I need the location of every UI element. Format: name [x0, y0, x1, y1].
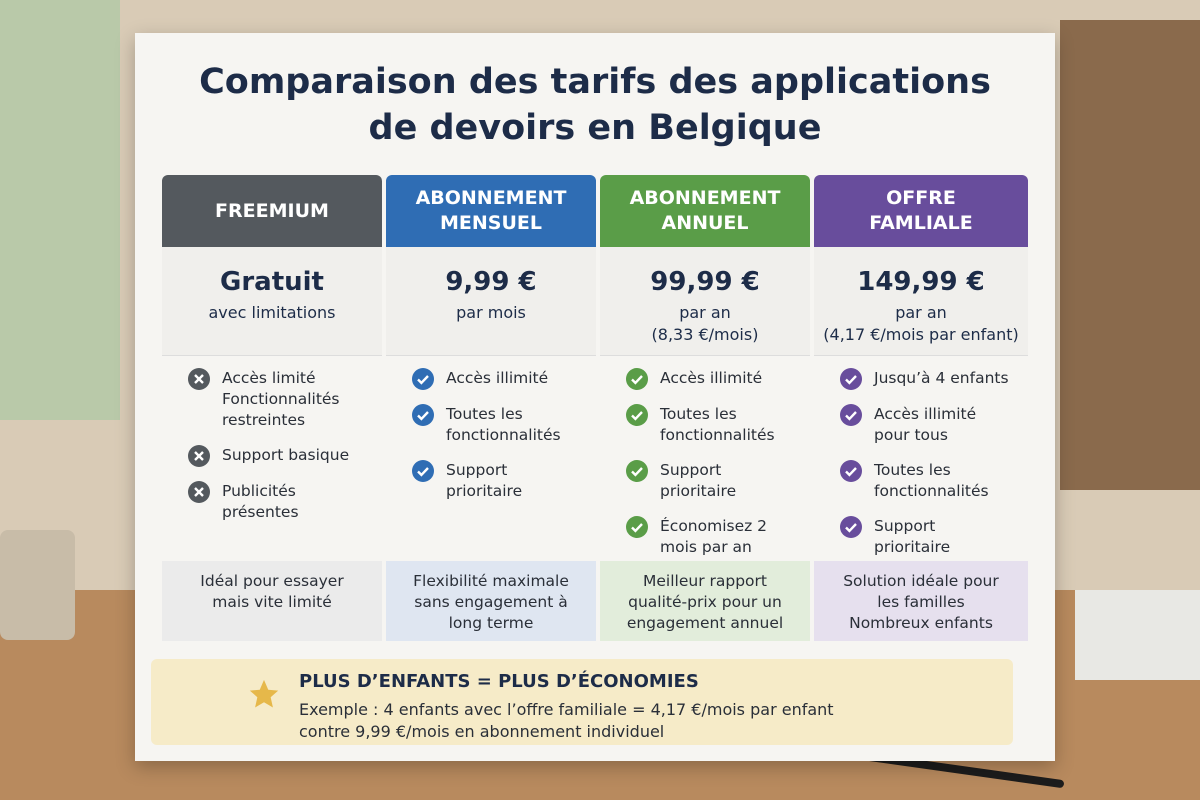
feature: Accès illimité: [412, 368, 578, 390]
check-icon: [840, 516, 862, 538]
feature-text: Toutes les fonctionnalités: [660, 405, 775, 444]
feature-text: Toutes les fonctionnalités: [446, 405, 561, 444]
feature-list: Accès illimité Toutes les fonctionnalités…: [386, 356, 596, 561]
feature-text: Support basique: [222, 446, 350, 464]
feature-text: Accès limité Fonctionnalités restreintes: [222, 369, 340, 429]
feature-text: Économisez 2 mois par an: [660, 517, 768, 556]
check-icon: [626, 516, 648, 538]
feature: Accès illimité: [626, 368, 792, 390]
feature-text: Publicités présentes: [222, 482, 299, 521]
price-note: par an: [679, 303, 731, 322]
plan-column: FREEMIUM Gratuit avec limitations Accès lim…: [162, 175, 382, 641]
feature: Support basique: [188, 445, 364, 467]
price-block: 149,99 € par an (4,17 €/mois par enfant): [814, 247, 1028, 356]
plan-description: Solution idéale pour les familles Nombre…: [814, 561, 1028, 641]
plan-header: ABONNEMENT ANNUEL: [600, 175, 810, 247]
plan-description: Idéal pour essayer mais vite limité: [162, 561, 382, 641]
feature: Toutes les fonctionnalités: [840, 460, 1010, 502]
check-icon: [626, 368, 648, 390]
feature-list: Accès illimité Toutes les fonctionnalités…: [600, 356, 810, 561]
feature-text: Accès illimité: [446, 369, 549, 387]
check-icon: [412, 368, 434, 390]
plant-pot: [0, 530, 75, 640]
check-icon: [840, 368, 862, 390]
price: 9,99 €: [445, 267, 537, 297]
price: 149,99 €: [857, 267, 985, 297]
check-icon: [840, 404, 862, 426]
feature: Accès limité Fonctionnalités restreintes: [188, 368, 364, 431]
check-icon: [840, 460, 862, 482]
feature: Support prioritaire: [412, 460, 578, 502]
feature-text: Support prioritaire: [874, 517, 951, 556]
price-block: 99,99 € par an (8,33 €/mois): [600, 247, 810, 356]
price-note: par mois: [456, 303, 526, 322]
feature: Accès illimité pour tous: [840, 404, 1010, 446]
footer-text: Exemple : 4 enfants avec l’offre familia…: [299, 700, 834, 741]
plan-header: FREEMIUM: [162, 175, 382, 247]
price-note: avec limitations: [208, 303, 336, 322]
check-icon: [626, 404, 648, 426]
cross-icon: [188, 481, 210, 503]
check-icon: [626, 460, 648, 482]
feature-text: Toutes les fonctionnalités: [874, 461, 989, 500]
cross-icon: [188, 445, 210, 467]
notebook: [1075, 590, 1200, 680]
feature: Support prioritaire: [626, 460, 792, 502]
feature: Publicités présentes: [188, 481, 364, 523]
price: 99,99 €: [650, 267, 760, 297]
plan-description: Meilleur rapport qualité-prix pour un en…: [600, 561, 810, 641]
title: Comparaison des tarifs des applications …: [199, 62, 991, 148]
feature-text: Support prioritaire: [660, 461, 737, 500]
feature-text: Accès illimité pour tous: [874, 405, 977, 444]
footer-box: PLUS D’ENFANTS = PLUS D’ÉCONOMIES Exempl…: [151, 659, 1013, 745]
cross-icon: [188, 368, 210, 390]
check-icon: [412, 460, 434, 482]
price-note: par an: [895, 303, 947, 322]
plan-header: ABONNEMENT MENSUEL: [386, 175, 596, 247]
feature: Toutes les fonctionnalités: [412, 404, 578, 446]
price: Gratuit: [220, 267, 324, 297]
feature-text: Jusqu’à 4 enfants: [874, 369, 1009, 387]
feature: Toutes les fonctionnalités: [626, 404, 792, 446]
feature: Économisez 2 mois par an: [626, 516, 792, 558]
footer-heading: PLUS D’ENFANTS = PLUS D’ÉCONOMIES: [299, 671, 699, 692]
feature-text: Accès illimité: [660, 369, 763, 387]
feature: Support prioritaire: [840, 516, 1010, 558]
feature-list: Accès limité Fonctionnalités restreintes…: [162, 356, 382, 561]
feature-list: Jusqu’à 4 enfants Accès illimité pour tou…: [814, 356, 1028, 561]
plan-header: OFFRE FAMLIALE: [814, 175, 1028, 247]
shelf: [1060, 20, 1200, 490]
price-note: (8,33 €/mois): [651, 325, 759, 344]
star-icon: [249, 679, 279, 708]
plan-column: ABONNEMENT MENSUEL 9,99 € par mois Accès il…: [386, 175, 596, 641]
feature-text: Support prioritaire: [446, 461, 523, 500]
price-note: (4,17 €/mois par enfant): [823, 325, 1019, 344]
plan-description: Flexibilité maximale sans engagement à l…: [386, 561, 596, 641]
plan-column: OFFRE FAMLIALE 149,99 € par an (4,17 €/mois…: [814, 175, 1028, 641]
price-block: Gratuit avec limitations: [162, 247, 382, 356]
plan-column: ABONNEMENT ANNUEL 99,99 € par an (8,33 €/mo…: [600, 175, 810, 641]
check-icon: [412, 404, 434, 426]
feature: Jusqu’à 4 enfants: [840, 368, 1010, 390]
price-block: 9,99 € par mois: [386, 247, 596, 356]
window: [0, 0, 120, 420]
pricing-card: Comparaison des tarifs des applications …: [135, 33, 1055, 761]
